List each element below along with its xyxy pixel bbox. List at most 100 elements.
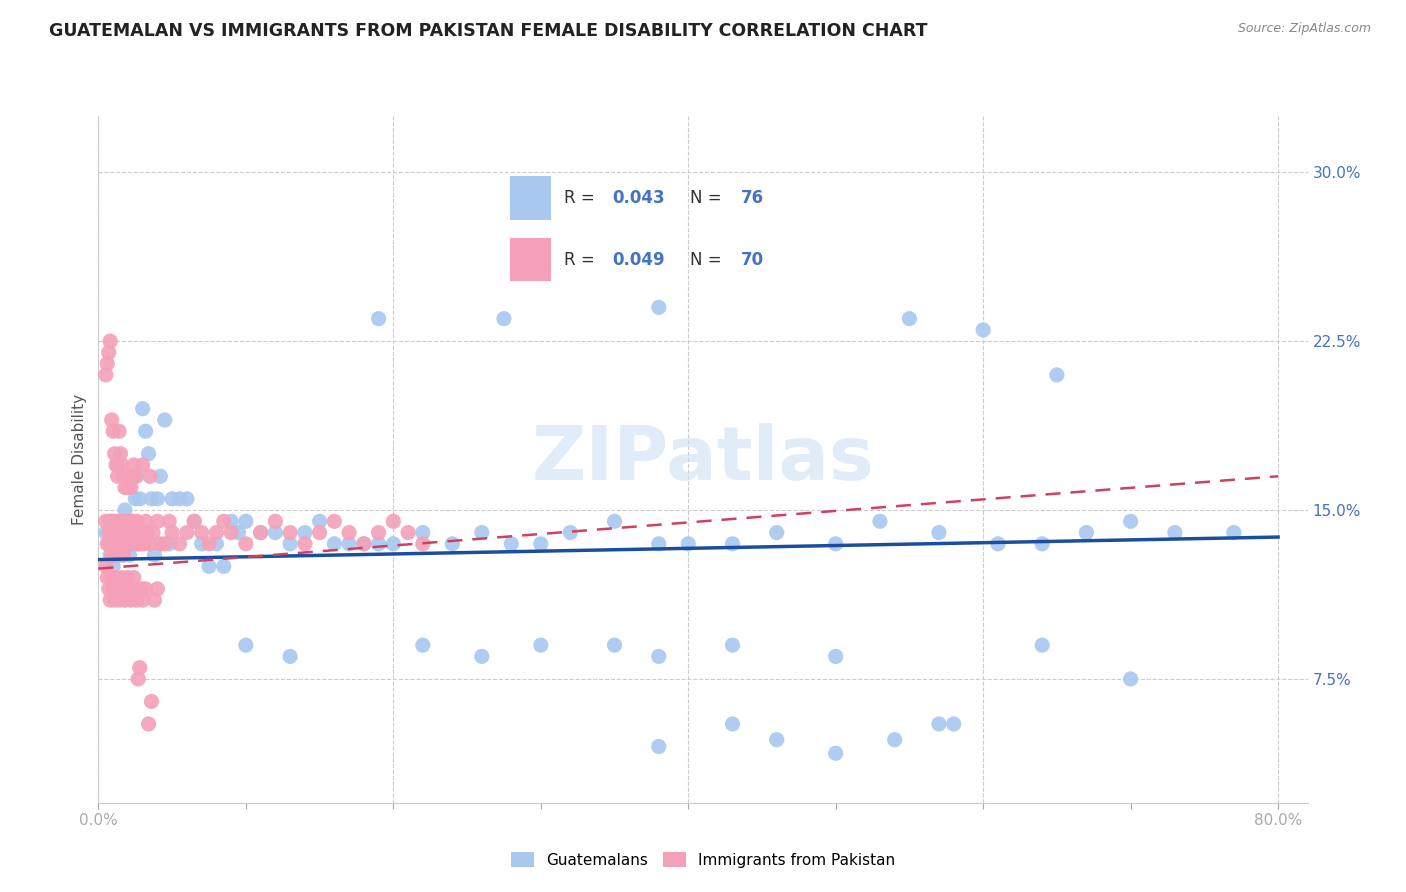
Point bbox=[135, 424, 157, 438]
Point bbox=[118, 548, 141, 562]
Point bbox=[157, 537, 180, 551]
Point bbox=[104, 525, 127, 540]
Point bbox=[128, 525, 150, 540]
Point bbox=[100, 571, 122, 585]
Point bbox=[128, 661, 150, 675]
Point bbox=[898, 311, 921, 326]
Point bbox=[98, 548, 121, 562]
Point bbox=[176, 525, 198, 540]
Point bbox=[122, 525, 145, 540]
Point bbox=[278, 537, 301, 551]
Point bbox=[294, 537, 316, 551]
Text: GUATEMALAN VS IMMIGRANTS FROM PAKISTAN FEMALE DISABILITY CORRELATION CHART: GUATEMALAN VS IMMIGRANTS FROM PAKISTAN F… bbox=[49, 22, 928, 40]
Point bbox=[117, 514, 139, 528]
Point bbox=[112, 582, 135, 596]
Point bbox=[153, 413, 176, 427]
Point bbox=[142, 525, 165, 540]
Point bbox=[128, 491, 150, 506]
Point bbox=[169, 537, 191, 551]
Point bbox=[1223, 525, 1246, 540]
Point bbox=[100, 525, 122, 540]
Point bbox=[249, 525, 271, 540]
Point bbox=[1031, 638, 1053, 652]
Point bbox=[114, 481, 136, 495]
Point bbox=[129, 537, 152, 551]
Point bbox=[721, 717, 744, 731]
Point bbox=[492, 311, 515, 326]
Point bbox=[138, 717, 160, 731]
Point bbox=[396, 525, 419, 540]
Point bbox=[131, 458, 153, 472]
Point bbox=[160, 525, 183, 540]
Point bbox=[353, 537, 375, 551]
Point bbox=[190, 525, 212, 540]
Point bbox=[367, 537, 389, 551]
Point bbox=[101, 514, 124, 528]
Point bbox=[122, 571, 145, 585]
Point bbox=[135, 514, 157, 528]
Point bbox=[141, 491, 163, 506]
Point bbox=[101, 525, 124, 540]
Point bbox=[111, 537, 134, 551]
Point bbox=[118, 469, 141, 483]
Point bbox=[131, 593, 153, 607]
Point bbox=[121, 537, 143, 551]
Point bbox=[143, 593, 166, 607]
Point bbox=[205, 525, 228, 540]
Point bbox=[143, 548, 166, 562]
Point bbox=[136, 525, 159, 540]
Point bbox=[108, 424, 131, 438]
Point bbox=[176, 491, 198, 506]
Point bbox=[648, 301, 671, 315]
Point bbox=[105, 514, 128, 528]
Point bbox=[228, 525, 250, 540]
Point bbox=[117, 525, 139, 540]
Point bbox=[122, 458, 145, 472]
Point bbox=[107, 537, 129, 551]
Point bbox=[127, 672, 149, 686]
Point bbox=[104, 593, 127, 607]
Point bbox=[115, 537, 138, 551]
Point bbox=[169, 491, 191, 506]
Point bbox=[146, 491, 169, 506]
Point bbox=[308, 514, 330, 528]
Point bbox=[120, 481, 142, 495]
Point bbox=[117, 537, 139, 551]
Point bbox=[721, 638, 744, 652]
Point bbox=[105, 571, 128, 585]
Point bbox=[382, 514, 405, 528]
Point bbox=[972, 323, 994, 337]
Point bbox=[294, 525, 316, 540]
Point bbox=[471, 649, 494, 664]
Point bbox=[678, 537, 700, 551]
Point bbox=[530, 638, 553, 652]
Point bbox=[127, 537, 149, 551]
Point bbox=[125, 469, 148, 483]
Point bbox=[114, 593, 136, 607]
Point bbox=[135, 582, 157, 596]
Point bbox=[987, 537, 1010, 551]
Point bbox=[219, 514, 242, 528]
Point bbox=[101, 424, 124, 438]
Point bbox=[198, 537, 221, 551]
Point bbox=[1046, 368, 1069, 382]
Point bbox=[264, 514, 287, 528]
Point bbox=[97, 525, 120, 540]
Point bbox=[120, 537, 142, 551]
Point bbox=[412, 537, 434, 551]
Point bbox=[721, 537, 744, 551]
Point bbox=[98, 334, 121, 348]
Point bbox=[323, 514, 346, 528]
Point bbox=[118, 525, 141, 540]
Point bbox=[824, 746, 846, 760]
Point bbox=[471, 525, 494, 540]
Point bbox=[110, 582, 132, 596]
Point bbox=[1031, 537, 1053, 551]
Point bbox=[112, 525, 135, 540]
Point bbox=[114, 514, 136, 528]
Text: ZIPatlas: ZIPatlas bbox=[531, 423, 875, 496]
Point bbox=[108, 548, 131, 562]
Point bbox=[110, 514, 132, 528]
Point bbox=[104, 447, 127, 461]
Point bbox=[94, 368, 117, 382]
